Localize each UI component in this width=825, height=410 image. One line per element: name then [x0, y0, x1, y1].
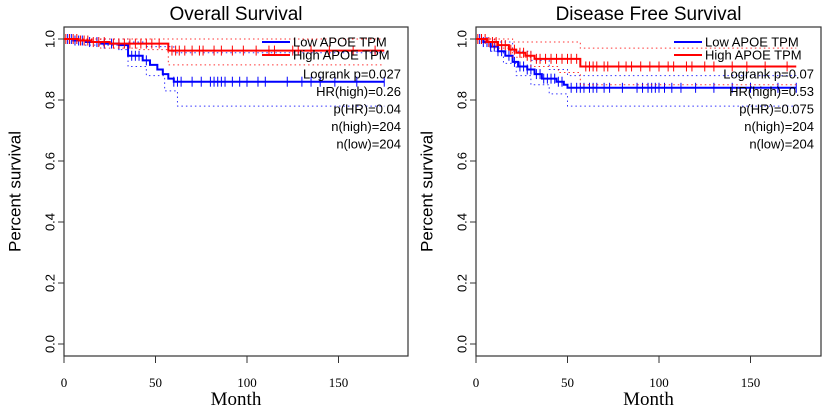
y-axis-label: Percent survival — [6, 131, 25, 252]
survival-curve-low — [64, 38, 385, 83]
x-tick-label: 150 — [741, 375, 761, 390]
survival-curve-high — [64, 38, 385, 52]
y-tick-label: 0.0 — [43, 335, 58, 353]
stat-annotation: p(HR)=0.075 — [739, 102, 814, 117]
stat-annotation: n(high)=204 — [331, 119, 401, 134]
x-tick-label: 0 — [61, 375, 68, 390]
y-tick-label: 0.4 — [455, 213, 470, 231]
panel-disease-free-survival: Disease Free Survival Percent survival Mon… — [418, 4, 822, 410]
y-tick-label: 0.4 — [43, 213, 58, 231]
x-tick-label: 0 — [473, 375, 480, 390]
legend-label: High APOE TPM — [293, 48, 390, 63]
y-tick-label: 0.0 — [455, 335, 470, 353]
panel-overall-survival: Overall Survival Percent survival Month 0.0… — [6, 4, 409, 410]
legend-label: Low APOE TPM — [293, 35, 387, 50]
ci-lower-low — [64, 38, 385, 107]
survival-curve-low — [476, 38, 797, 89]
x-axis-label: Month — [623, 389, 674, 410]
y-tick-label: 0.8 — [455, 91, 470, 109]
y-tick-label: 1.0 — [455, 30, 470, 48]
stat-annotation: n(low)=204 — [336, 137, 401, 152]
y-tick-label: 0.6 — [455, 152, 470, 170]
stat-annotation: n(low)=204 — [749, 137, 814, 152]
ci-lower-high — [476, 38, 797, 86]
stat-annotation: HR(high)=0.26 — [316, 84, 401, 99]
ci-upper-low — [64, 38, 385, 54]
x-tick-label: 50 — [149, 375, 162, 390]
stat-annotation: Logrank p=0.027 — [303, 67, 401, 82]
plot-frame — [475, 26, 822, 357]
stat-annotation: n(high)=204 — [744, 119, 814, 134]
x-axis-label: Month — [211, 389, 262, 410]
x-tick-label: 50 — [561, 375, 574, 390]
legend-label: Low APOE TPM — [705, 35, 799, 50]
chart-title: Overall Survival — [169, 4, 302, 25]
x-tick-label: 100 — [237, 375, 257, 390]
y-tick-label: 0.6 — [43, 152, 58, 170]
plot-frame — [63, 26, 409, 357]
chart-title: Disease Free Survival — [556, 4, 742, 25]
stat-annotation: Logrank p=0.07 — [723, 67, 814, 82]
y-tick-label: 1.0 — [43, 30, 58, 48]
stat-annotation: HR(high)=0.53 — [729, 84, 814, 99]
legend-label: High APOE TPM — [705, 48, 802, 63]
x-tick-label: 150 — [329, 375, 349, 390]
x-tick-label: 100 — [649, 375, 669, 390]
y-tick-label: 0.2 — [43, 274, 58, 292]
y-tick-label: 0.8 — [43, 91, 58, 109]
stat-annotation: p(HR)=0.04 — [333, 102, 401, 117]
y-tick-label: 0.2 — [455, 274, 470, 292]
ci-upper-high — [476, 38, 797, 49]
y-axis-label: Percent survival — [418, 131, 437, 252]
